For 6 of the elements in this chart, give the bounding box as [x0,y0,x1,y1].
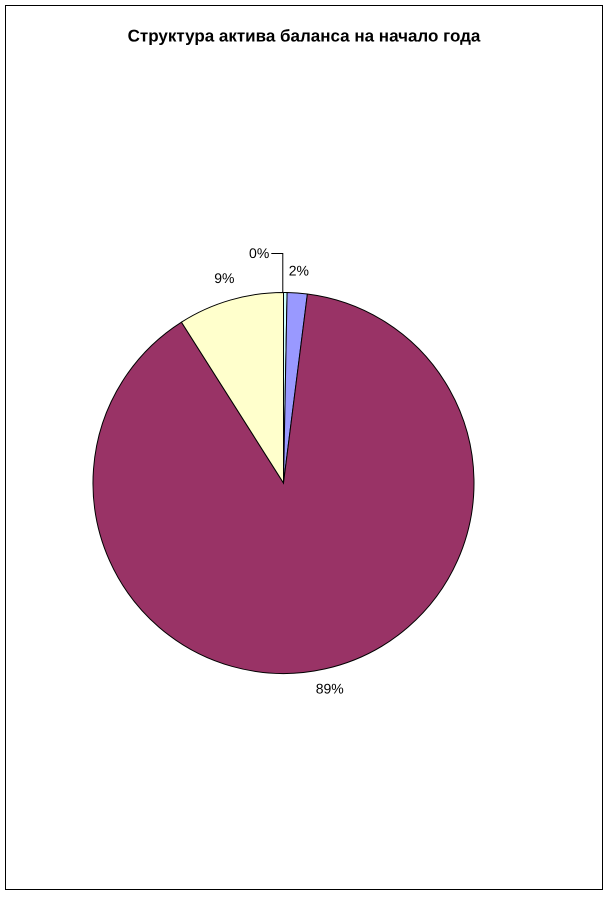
data-label: 0% [249,245,270,262]
pie-slice [92,294,474,674]
data-label: 9% [214,270,234,286]
data-label: 89% [316,680,344,697]
data-label: 2% [288,262,309,278]
chart-title: Структура актива баланса на начало года [128,26,481,46]
